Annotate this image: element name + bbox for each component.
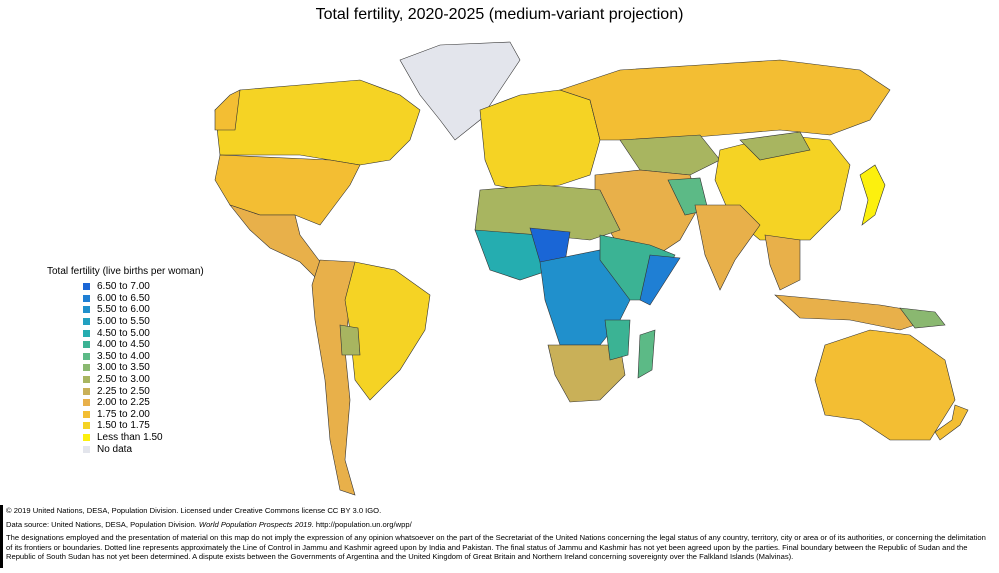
map-legend: Total fertility (live births per woman) … (47, 266, 204, 455)
legend-swatch (83, 422, 90, 430)
legend-label: 2.25 to 2.50 (97, 385, 150, 397)
legend-item: 1.50 to 1.75 (83, 420, 204, 432)
legend-label: 6.00 to 6.50 (97, 292, 150, 304)
legend-label: 6.50 to 7.00 (97, 281, 150, 293)
source-link[interactable]: . http://population.un.org/wpp/ (311, 519, 412, 529)
legend-swatch (83, 445, 90, 453)
region-russia (559, 59, 891, 141)
legend-item: 2.00 to 2.25 (83, 397, 204, 409)
source-title: World Population Prospects 2019 (198, 519, 312, 529)
legend-swatch (83, 283, 90, 291)
legend-swatch (83, 364, 90, 372)
legend-label: No data (97, 443, 133, 455)
legend-label: Less than 1.50 (97, 432, 163, 444)
legend-item: Less than 1.50 (83, 432, 204, 444)
region-greenland (399, 41, 521, 141)
legend-item: 6.00 to 6.50 (83, 293, 204, 305)
legend-swatch (83, 410, 90, 418)
legend-label: 1.50 to 1.75 (97, 420, 150, 432)
region-europe (479, 89, 601, 191)
region-southeast-asia (764, 234, 801, 291)
legend-item: No data (83, 443, 204, 455)
legend-swatch (83, 329, 90, 337)
region-india (694, 204, 761, 291)
world-map (214, 41, 969, 496)
left-edge-bar (0, 505, 3, 568)
legend-item: 5.00 to 5.50 (83, 316, 204, 328)
region-somalia (639, 254, 681, 306)
legend-item: 2.25 to 2.50 (83, 385, 204, 397)
region-canada (214, 79, 421, 166)
legend-item: 3.50 to 4.00 (83, 351, 204, 363)
legend-label: 4.00 to 4.50 (97, 339, 150, 351)
legend-swatch (83, 318, 90, 326)
legend-item: 2.50 to 3.00 (83, 374, 204, 386)
region-west-africa (474, 229, 551, 281)
region-png (899, 307, 946, 329)
legend-swatch (83, 306, 90, 314)
footer: © 2019 United Nations, DESA, Population … (6, 506, 991, 566)
data-source: Data source: United Nations, DESA, Popul… (6, 520, 991, 530)
legend-label: 2.00 to 2.25 (97, 397, 150, 409)
map-title: Total fertility, 2020-2025 (medium-varia… (315, 6, 684, 23)
region-madagascar (637, 329, 656, 379)
region-kazakhstan (619, 134, 721, 176)
legend-swatch (83, 341, 90, 349)
legend-label: 3.50 to 4.00 (97, 350, 150, 362)
legend-item: 4.50 to 5.00 (83, 327, 204, 339)
legend-item: 3.00 to 3.50 (83, 362, 204, 374)
legend-item: 6.50 to 7.00 (83, 281, 204, 293)
legend-item: 4.00 to 4.50 (83, 339, 204, 351)
legend-swatch (83, 294, 90, 302)
region-alaska (214, 89, 241, 131)
legend-swatch (83, 387, 90, 395)
region-mozambique (604, 319, 631, 361)
source-prefix: Data source: United Nations, DESA, Popul… (6, 519, 199, 529)
region-australia (814, 329, 956, 441)
legend-label: 4.50 to 5.00 (97, 327, 150, 339)
legend-label: 2.50 to 3.00 (97, 374, 150, 386)
legend-swatch (83, 376, 90, 384)
region-usa (214, 154, 361, 226)
region-bolivia (339, 324, 361, 356)
legend-label: 1.75 to 2.00 (97, 408, 150, 420)
region-new-zealand (934, 404, 969, 441)
disclaimer-text: The designations employed and the presen… (6, 533, 986, 562)
legend-item: 5.50 to 6.00 (83, 304, 204, 316)
legend-swatch (83, 352, 90, 360)
legend-swatch (83, 434, 90, 442)
legend-label: 5.00 to 5.50 (97, 316, 150, 328)
legend-item: 1.75 to 2.00 (83, 409, 204, 421)
region-brazil (344, 261, 431, 401)
legend-label: 5.50 to 6.00 (97, 304, 150, 316)
copyright-text: © 2019 United Nations, DESA, Population … (6, 506, 382, 515)
legend-label: 3.00 to 3.50 (97, 362, 150, 374)
region-japan (859, 164, 886, 226)
region-mongolia (739, 131, 811, 161)
legend-title: Total fertility (live births per woman) (47, 266, 204, 277)
legend-swatch (83, 399, 90, 407)
